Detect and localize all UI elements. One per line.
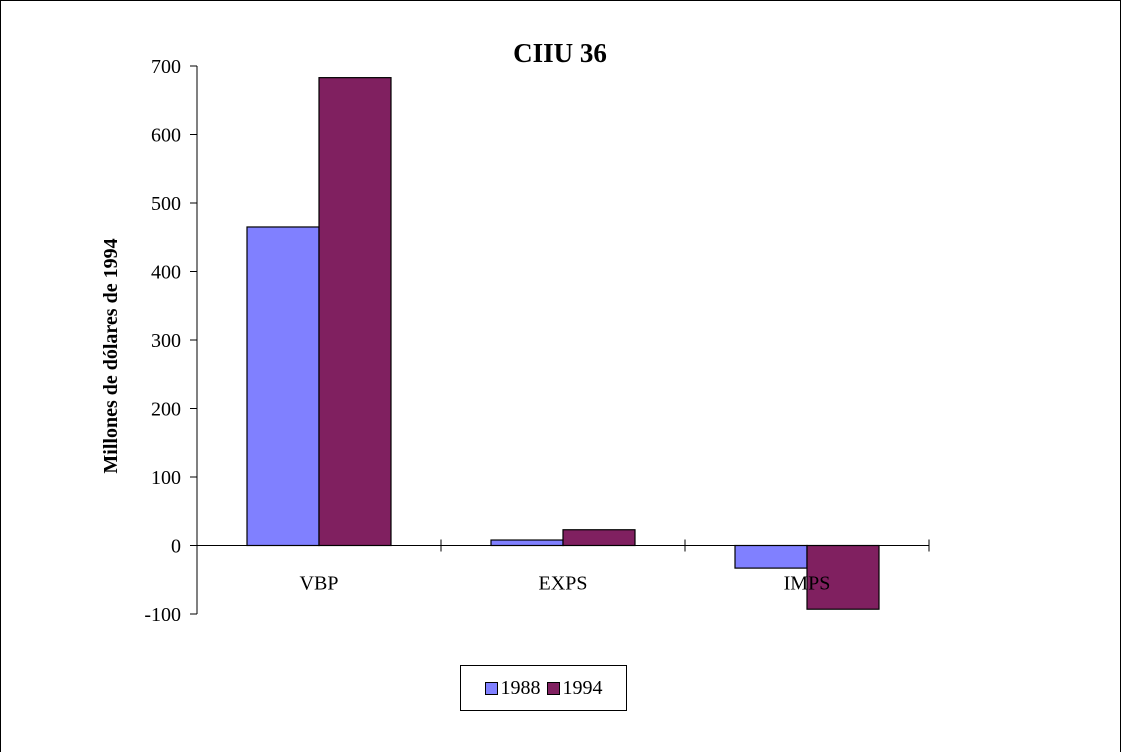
y-tick-label: 100 — [151, 467, 181, 489]
legend-item-1988: 1988 — [484, 676, 541, 700]
legend-swatch-1994 — [546, 681, 560, 695]
x-tick-label-IMPS: IMPS — [784, 573, 831, 595]
y-tick-label: 500 — [151, 193, 181, 215]
legend-item-1994: 1994 — [546, 676, 603, 700]
bar-1994-EXPS — [562, 529, 636, 547]
bar-1988-VBP — [246, 226, 320, 547]
labels-layer: -100 0 100 200 300 400 500 600 700 VBP EXPS IMPS — [144, 56, 830, 626]
y-tick-label: 0 — [171, 536, 181, 558]
axes-layer — [190, 65, 930, 615]
y-tick-label: 600 — [151, 125, 181, 147]
y-tick-label: 200 — [151, 399, 181, 421]
bar-1994-VBP — [318, 77, 392, 547]
legend-swatch-1988 — [484, 681, 498, 695]
legend-label-1994: 1994 — [562, 676, 603, 699]
y-tick-label: 400 — [151, 262, 181, 284]
legend: 1988 1994 — [460, 665, 627, 711]
bars-layer — [246, 77, 880, 610]
y-tick-label: 700 — [151, 56, 181, 78]
bar-1988-EXPS — [490, 539, 564, 547]
bar-1994-IMPS — [806, 544, 880, 610]
legend-label-1988: 1988 — [500, 676, 541, 699]
y-tick-label: -100 — [144, 604, 181, 626]
x-tick-label-EXPS: EXPS — [539, 573, 588, 595]
chart-title: CIIU 36 — [513, 38, 607, 68]
bar-1988-IMPS — [734, 544, 808, 569]
y-tick-label: 300 — [151, 330, 181, 352]
y-axis-label: Millones de dólares de 1994 — [100, 238, 122, 473]
x-tick-label-VBP: VBP — [300, 573, 339, 595]
